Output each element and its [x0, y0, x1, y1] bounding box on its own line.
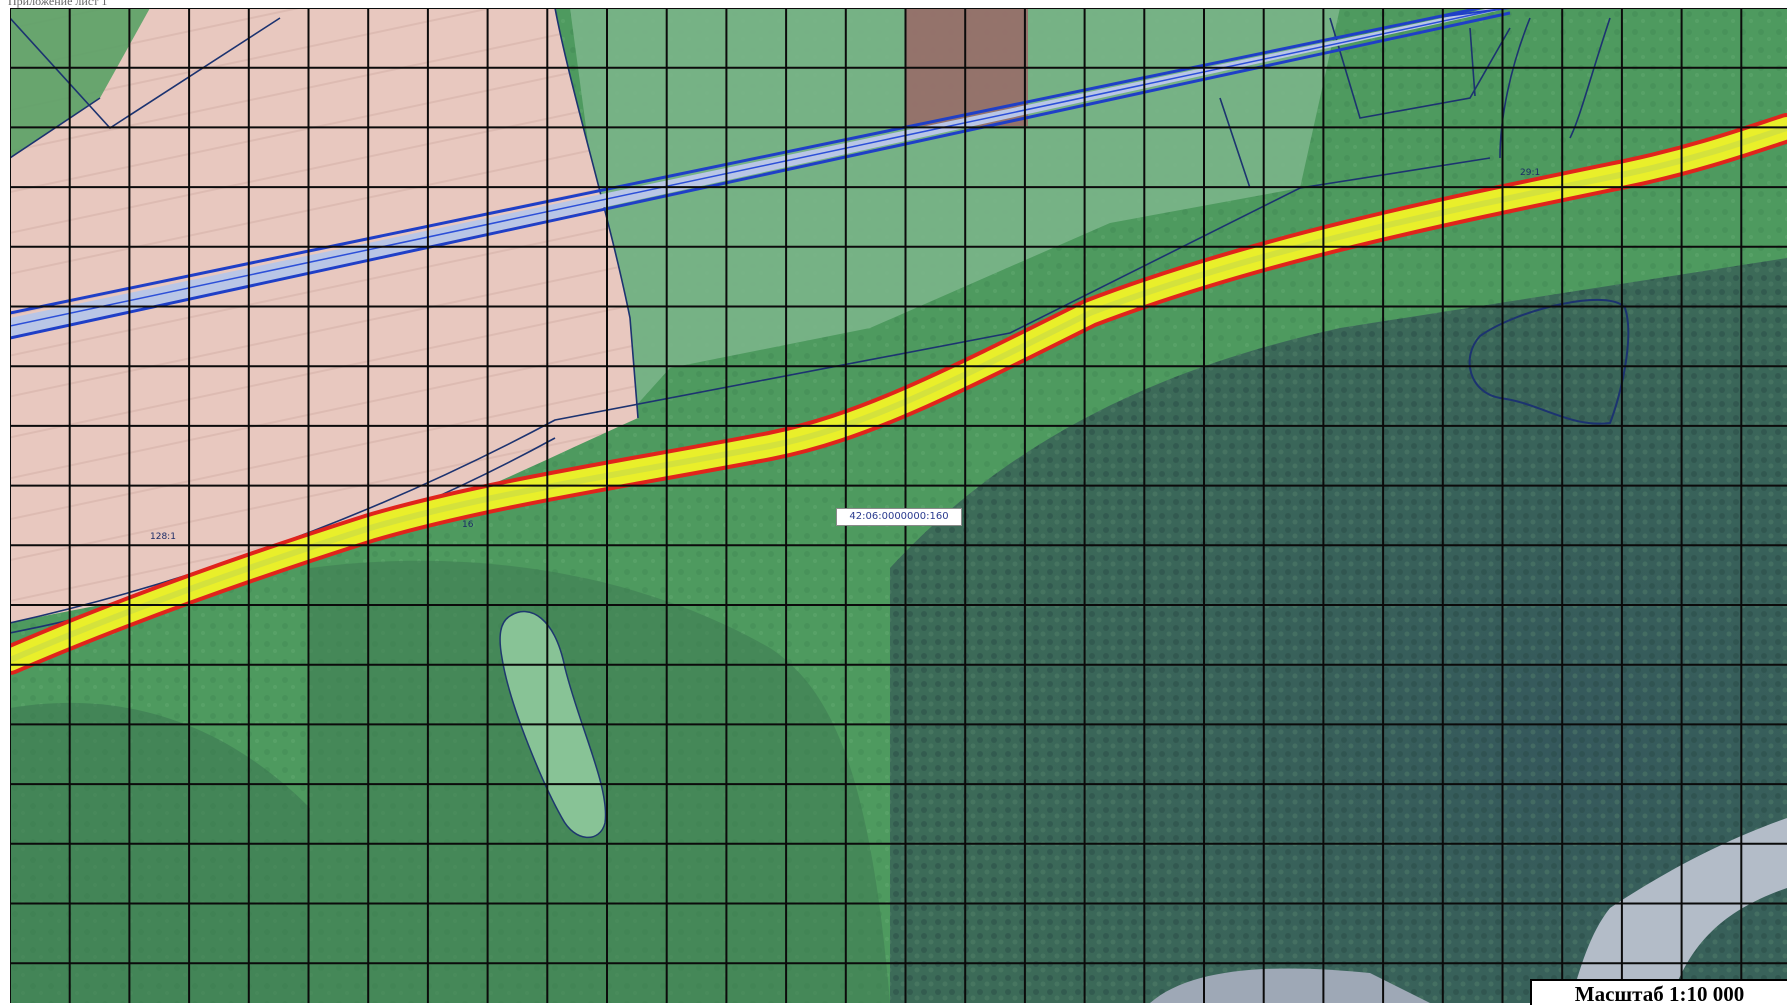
plot-number-label: 128:1 — [150, 532, 176, 542]
sheet-header: Приложение лист 1 — [8, 0, 108, 8]
river — [1570, 818, 1787, 1003]
plot-number-label: 16 — [462, 520, 474, 530]
light-field — [570, 8, 1340, 418]
plot-number-label: 29:1 — [1520, 168, 1541, 178]
cadastral-map[interactable] — [10, 8, 1787, 1003]
scale-label: Масштаб 1:10 000 — [1530, 979, 1787, 1006]
parcel-cadastral-label[interactable]: 42:06:0000000:160 — [836, 508, 962, 526]
coordinate-grid — [10, 8, 1787, 1003]
road — [10, 8, 1511, 340]
